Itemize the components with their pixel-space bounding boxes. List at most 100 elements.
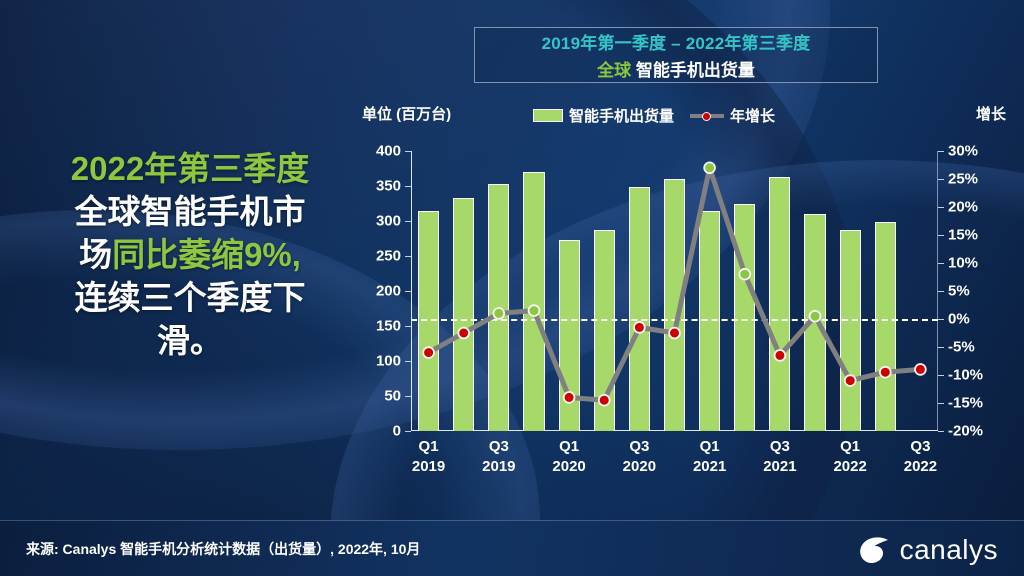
x-axis-tick-label: Q3 2021: [763, 437, 796, 478]
x-axis-quarter-label: Q3: [488, 438, 509, 455]
x-axis-tick-label: Q1 2021: [693, 437, 726, 478]
chart-legend: 智能手机出货量 年增长: [533, 105, 775, 126]
growth-line-marker[interactable]: Q3 2022: -9%: [914, 363, 927, 376]
left-axis-tick: [405, 151, 411, 152]
growth-line-marker[interactable]: Q2 2021: 8%: [738, 267, 752, 281]
right-axis-tick-label: 10%: [948, 254, 979, 272]
growth-line-marker[interactable]: Q4 2019: 1.5%: [527, 304, 541, 317]
right-axis-tick-label: -10%: [948, 366, 984, 384]
legend-line-label: 年增长: [730, 108, 776, 125]
bar-column[interactable]: [593, 230, 615, 431]
left-axis-tick-label: 200: [375, 282, 401, 300]
right-axis-tick: [938, 235, 944, 236]
right-axis-line: [937, 151, 938, 431]
x-axis-year-label: 2020: [552, 458, 586, 476]
right-axis-tick-label: 5%: [948, 282, 970, 300]
left-axis-tick-label: 350: [375, 177, 401, 195]
chart-title-line-2-white: 智能手机出货量: [631, 61, 755, 80]
source-text: 来源: Canalys 智能手机分析统计数据（出货量）, 2022年, 10月: [26, 541, 421, 557]
bar-column[interactable]: [804, 214, 826, 431]
left-axis-tick: [405, 291, 411, 292]
x-axis-quarter-label: Q3: [769, 438, 790, 455]
right-axis-tick-label: 30%: [948, 142, 979, 160]
right-axis-tick: [938, 151, 944, 152]
legend-item-shipments[interactable]: 智能手机出货量: [533, 105, 674, 126]
x-axis-labels: Q1 2019 Q3 2019 Q1 2020 Q3 2020 Q1 2021 Q3 2021 Q1 20…: [411, 437, 938, 483]
left-axis-tick: [405, 361, 411, 362]
bar-column[interactable]: [628, 187, 650, 431]
legend-line-marker-icon: [690, 112, 725, 121]
x-axis-quarter-label: Q1: [559, 438, 580, 455]
right-axis-tick-label: -15%: [948, 394, 984, 412]
bar-series-group: [411, 151, 938, 431]
bar-column[interactable]: [418, 211, 440, 431]
growth-line-path: [426, 165, 923, 403]
headline-line-3-white: 场: [79, 235, 113, 273]
bar-column[interactable]: [663, 179, 686, 431]
x-axis-tick-label: Q3 2020: [623, 437, 656, 478]
left-axis-tick: [405, 396, 411, 397]
growth-line-marker[interactable]: Q3 2019: 1%: [492, 307, 506, 320]
right-axis-tick: [938, 291, 944, 292]
right-axis-growth-label: 增长: [975, 106, 1006, 123]
x-axis-year-label: 2021: [763, 458, 797, 476]
headline-line-3: 场同比萎缩9%,: [20, 234, 360, 277]
headline-line-4: 连续三个季度下: [74, 278, 306, 316]
x-axis-quarter-label: Q1: [418, 438, 439, 455]
right-axis-tick: [938, 347, 944, 348]
left-axis-tick: [405, 256, 411, 257]
headline-line-3-green: 同比萎缩9%,: [112, 235, 301, 273]
growth-line-marker[interactable]: Q1 2022: -11%: [843, 374, 857, 387]
growth-line-series: Q1 2019: -6% Q2 2019: -2.5% Q3 2019: 1% Q4 …: [422, 161, 927, 407]
right-axis-tick-label: -5%: [948, 338, 975, 356]
right-axis-tick: [938, 207, 944, 208]
x-axis-year-label: 2021: [692, 458, 727, 476]
left-axis-tick-label: 300: [375, 212, 401, 230]
x-axis-tick-label: Q3 2022: [904, 437, 937, 478]
x-axis-tick-label: Q1 2019: [412, 437, 445, 478]
chart-title-line-2-green: 全球: [597, 61, 632, 80]
left-axis-tick: [405, 431, 411, 432]
x-axis-year-label: 2022: [833, 458, 867, 476]
bar-column[interactable]: [769, 176, 791, 431]
growth-line-marker[interactable]: Q2 2019: -2.5%: [457, 326, 470, 340]
canalys-logo: canalys: [857, 533, 998, 567]
headline-line-5: 滑。: [157, 321, 223, 359]
right-axis-tick: [938, 319, 944, 320]
left-axis-tick-label: 0: [392, 422, 401, 440]
right-axis-tick: [938, 179, 944, 180]
growth-line-marker[interactable]: Q1 2019: -6%: [422, 346, 435, 359]
growth-line-marker[interactable]: Q3 2021: -6.5%: [773, 349, 787, 362]
right-axis-tick-label: -20%: [948, 422, 984, 440]
bar-column[interactable]: [453, 197, 475, 431]
x-axis-quarter-label: Q3: [910, 438, 931, 455]
growth-line-marker[interactable]: Q1 2020: -14%: [562, 391, 576, 404]
growth-line-marker[interactable]: Q1 2021: 27%: [703, 161, 716, 175]
growth-line-marker[interactable]: Q3 2020: -1.5%: [633, 321, 646, 334]
left-axis-tick-label: 400: [375, 142, 401, 160]
legend-bar-label: 智能手机出货量: [569, 108, 675, 125]
headline-text: 2022年第三季度 全球智能手机市 场同比萎缩9%, 连续三个季度下 滑。: [20, 148, 360, 362]
left-axis-tick: [405, 186, 411, 187]
right-axis-tick-label: 25%: [948, 170, 979, 188]
left-axis-tick-label: 100: [375, 352, 401, 370]
growth-line-marker[interactable]: Q4 2020: -2.5%: [668, 326, 681, 340]
legend-item-growth[interactable]: 年增长: [690, 105, 775, 126]
x-axis-year-label: 2020: [622, 458, 657, 476]
right-axis-tick-label: 20%: [948, 198, 979, 216]
growth-line-marker[interactable]: Q2 2022: -9.5%: [878, 365, 892, 379]
right-axis-tick: [938, 375, 944, 376]
zero-percent-reference-line: [411, 319, 938, 321]
growth-line-marker[interactable]: Q4 2021: 0.5%: [808, 309, 822, 323]
right-axis-tick: [938, 403, 944, 404]
left-axis-unit-label: 单位 (百万台): [362, 106, 452, 123]
bar-column[interactable]: [523, 172, 545, 431]
x-axis-tick-label: Q1 2022: [833, 437, 866, 478]
left-axis-tick: [405, 326, 411, 327]
growth-line-marker[interactable]: Q2 2020: -14.5%: [597, 393, 611, 407]
bar-column[interactable]: [874, 222, 896, 431]
footer-bar: 来源: Canalys 智能手机分析统计数据（出货量）, 2022年, 10月 …: [0, 520, 1024, 576]
x-axis-year-label: 2022: [903, 458, 938, 476]
headline-line-1: 2022年第三季度: [70, 150, 310, 187]
canalys-swirl-icon: [859, 537, 888, 563]
